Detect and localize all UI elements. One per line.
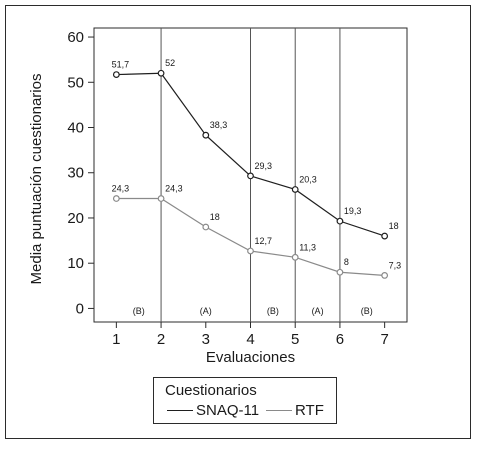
y-tick-label: 50: [67, 74, 84, 91]
data-point-snaq: [247, 172, 254, 180]
data-point-snaq: [291, 186, 299, 193]
data-point-rtf: [112, 195, 120, 202]
data-point-rtf: [336, 268, 344, 276]
x-tick-label: 1: [112, 331, 120, 348]
phase-label: (B): [267, 306, 279, 316]
legend-label-rtf: RTF: [295, 401, 324, 419]
y-tick-label: 30: [67, 165, 84, 182]
x-tick-label: 4: [246, 331, 254, 348]
data-point-rtf: [202, 223, 210, 231]
y-tick-label: 40: [67, 120, 84, 137]
y-tick-label: 60: [67, 29, 84, 46]
legend-entry-rtf: RTF: [266, 401, 324, 419]
x-tick-label: 5: [291, 331, 299, 348]
legend: Cuestionarios SNAQ-11 RTF: [153, 377, 337, 424]
data-label-snaq: 29,3: [255, 161, 273, 171]
x-tick-label: 6: [336, 331, 344, 348]
figure-frame: [5, 5, 471, 439]
data-label-snaq: 19,3: [344, 206, 362, 216]
data-label-rtf: 8: [344, 257, 349, 267]
data-label-rtf: 24,3: [112, 184, 130, 194]
data-label-rtf: 12,7: [255, 236, 273, 246]
y-tick-label: 20: [67, 210, 84, 227]
data-point-rtf: [381, 272, 389, 279]
data-label-snaq: 51,7: [112, 60, 130, 70]
data-point-snaq: [157, 69, 165, 77]
data-label-rtf: 7,3: [389, 260, 402, 270]
y-axis-title: Media puntuación cuestionarios: [28, 74, 45, 285]
data-point-rtf: [247, 247, 254, 255]
data-point-snaq: [336, 217, 344, 225]
data-point-snaq: [202, 131, 210, 139]
data-label-rtf: 11,3: [299, 242, 316, 252]
legend-title: Cuestionarios: [165, 382, 257, 399]
data-label-snaq: 38,3: [210, 120, 228, 130]
phase-label: (A): [312, 306, 324, 316]
data-label-rtf: 18: [210, 212, 220, 222]
x-tick-label: 7: [380, 331, 388, 348]
data-label-rtf: 24,3: [165, 184, 183, 194]
data-label-snaq: 20,3: [299, 174, 317, 184]
y-tick-label: 0: [76, 300, 84, 317]
phase-label: (A): [200, 306, 212, 316]
phase-label: (B): [133, 306, 145, 316]
y-tick-label: 10: [67, 255, 84, 272]
legend-swatch-rtf: [266, 409, 292, 411]
data-point-rtf: [157, 195, 165, 202]
data-point-rtf: [291, 253, 299, 261]
legend-label-snaq: SNAQ-11: [196, 401, 260, 419]
x-tick-label: 3: [202, 331, 210, 348]
x-axis-title: Evaluaciones: [206, 349, 295, 366]
legend-swatch-snaq: [167, 409, 193, 411]
data-point-snaq: [112, 71, 120, 78]
legend-entry-snaq: SNAQ-11: [167, 401, 259, 419]
data-label-snaq: 18: [389, 221, 399, 231]
phase-label: (B): [361, 306, 373, 316]
x-tick-label: 2: [157, 331, 165, 348]
data-label-snaq: 52: [165, 58, 175, 68]
data-point-snaq: [381, 232, 389, 240]
